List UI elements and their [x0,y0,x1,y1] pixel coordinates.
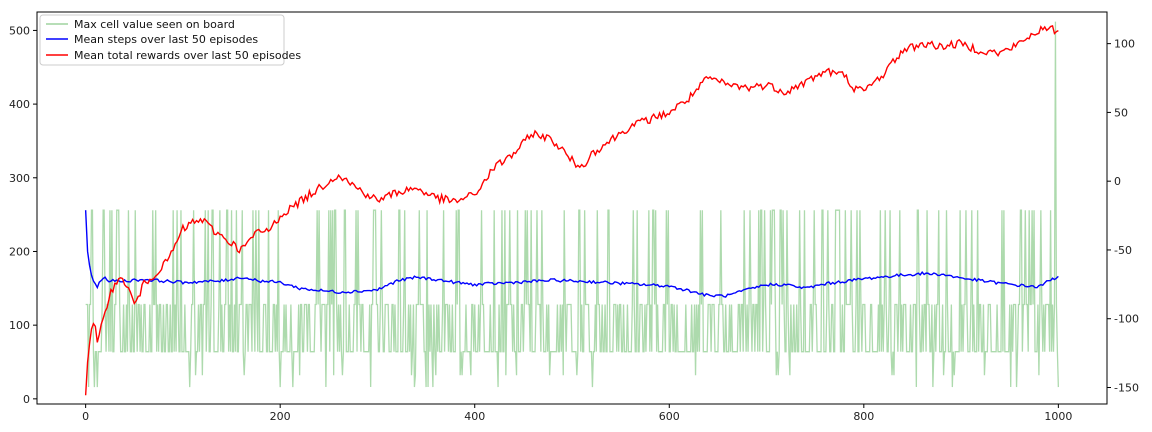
legend-box [39,14,285,66]
legend-label-mean-steps: Mean steps over last 50 episodes [74,33,258,46]
x-tick-label: 200 [270,410,291,423]
legend-label-max-cell: Max cell value seen on board [74,18,235,31]
x-tick-label: 400 [464,410,485,423]
y-left-tick-label: 100 [9,319,30,332]
y-axis-left: 0 100 200 300 400 500 [9,24,37,406]
y-left-tick-label: 0 [23,393,30,406]
x-tick-label: 0 [82,410,89,423]
series-max-cell-value [85,21,1060,388]
y-left-tick-label: 300 [9,172,30,185]
legend-label-mean-rewards: Mean total rewards over last 50 episodes [74,49,301,62]
y-left-tick-label: 500 [9,24,30,37]
y-right-tick-label: 0 [1114,175,1121,188]
x-tick-label: 600 [659,410,680,423]
y-right-tick-label: -50 [1114,244,1132,257]
legend: Max cell value seen on board Mean steps … [39,14,301,66]
line-mean-steps [84,210,1059,298]
y-right-tick-label: 100 [1114,38,1135,51]
x-tick-label: 1000 [1044,410,1072,423]
x-tick-label: 800 [853,410,874,423]
y-left-tick-label: 400 [9,98,30,111]
x-axis: 0 200 400 600 800 1000 [82,404,1072,423]
y-axis-right: -150 -100 -50 0 50 100 [1107,38,1139,394]
plot-frame [36,11,1108,405]
y-left-tick-label: 200 [9,245,30,258]
line-max-cell-value [85,21,1060,388]
series-mean-rewards [84,24,1059,396]
line-mean-rewards [84,24,1059,396]
y-right-tick-label: -100 [1114,313,1139,326]
y-right-tick-label: -150 [1114,381,1139,394]
y-right-tick-label: 50 [1114,106,1128,119]
series-mean-steps [84,210,1059,298]
